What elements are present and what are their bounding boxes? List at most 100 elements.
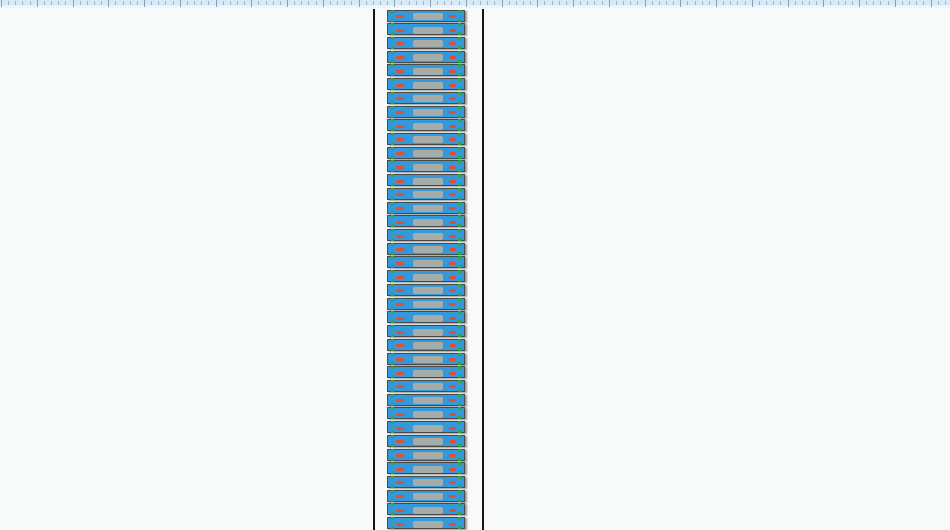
unit-slot — [413, 109, 443, 117]
mounting-screw-icon — [458, 78, 461, 82]
rack-unit[interactable] — [387, 105, 465, 118]
rack-unit[interactable] — [387, 517, 465, 530]
unit-slot — [413, 410, 443, 418]
mounting-screw-icon — [391, 334, 394, 338]
ruler-minor-tick — [208, 1, 210, 5]
ruler-minor-tick — [8, 1, 10, 5]
rack-unit[interactable] — [387, 91, 465, 104]
mounting-screw-icon — [458, 201, 461, 205]
mounting-screw-icon — [391, 59, 394, 63]
rack-unit[interactable] — [387, 256, 465, 269]
rack-unit[interactable] — [387, 23, 465, 36]
rack-unit[interactable] — [387, 421, 465, 434]
rack-unit[interactable] — [387, 338, 465, 351]
ruler-major-tick — [108, 0, 110, 7]
unit-slot — [413, 383, 443, 391]
mounting-screw-icon — [458, 105, 461, 109]
page-boundary-left — [373, 9, 375, 530]
ruler-minor-tick — [551, 1, 553, 5]
ruler-minor-tick — [637, 1, 639, 5]
ruler-minor-tick — [730, 1, 732, 5]
mounting-screw-icon — [391, 320, 394, 324]
rack-unit[interactable] — [387, 297, 465, 310]
ruler-minor-tick — [437, 1, 439, 5]
rack-unit[interactable] — [387, 379, 465, 392]
rack-unit[interactable] — [387, 201, 465, 214]
rack-unit[interactable] — [387, 132, 465, 145]
ruler-minor-tick — [623, 1, 625, 5]
rack-unit[interactable] — [387, 434, 465, 447]
ruler-minor-tick — [708, 1, 710, 5]
rack-unit[interactable] — [387, 270, 465, 283]
rack-unit[interactable] — [387, 475, 465, 488]
rack-unit[interactable] — [387, 36, 465, 49]
mounting-screw-icon — [458, 448, 461, 452]
mounting-screw-icon — [391, 183, 394, 187]
left-led-icon — [396, 481, 404, 485]
mounting-screw-icon — [458, 210, 461, 214]
right-led-icon — [449, 207, 456, 211]
rack-unit[interactable] — [387, 503, 465, 516]
unit-slot — [413, 122, 443, 130]
mounting-screw-icon — [458, 503, 461, 507]
rack-unit[interactable] — [387, 325, 465, 338]
left-led-icon — [396, 344, 404, 348]
mounting-screw-icon — [458, 242, 461, 246]
mounting-screw-icon — [391, 402, 394, 406]
rack-unit[interactable] — [387, 174, 465, 187]
mounting-screw-icon — [458, 297, 461, 301]
ruler-minor-tick — [837, 1, 839, 5]
left-led-icon — [396, 412, 404, 416]
mounting-screw-icon — [391, 457, 394, 461]
rack-unit[interactable] — [387, 489, 465, 502]
ruler-major-tick — [787, 0, 789, 7]
rack-unit[interactable] — [387, 462, 465, 475]
ruler-minor-tick — [229, 1, 231, 5]
ruler-major-tick — [465, 0, 467, 7]
ruler-minor-tick — [737, 1, 739, 5]
ruler-minor-tick — [508, 1, 510, 5]
unit-slot — [413, 438, 443, 446]
horizontal-ruler[interactable] — [0, 0, 950, 8]
rack-unit[interactable] — [387, 146, 465, 159]
ruler-minor-tick — [530, 1, 532, 5]
diagram-canvas[interactable] — [0, 8, 950, 530]
ruler-minor-tick — [651, 1, 653, 5]
unit-slot — [413, 13, 443, 20]
rack-unit[interactable] — [387, 283, 465, 296]
rack-unit[interactable] — [387, 448, 465, 461]
left-led-icon — [396, 399, 404, 403]
ruler-minor-tick — [866, 1, 868, 5]
mounting-screw-icon — [458, 50, 461, 54]
rack-unit[interactable] — [387, 9, 465, 22]
rack-unit[interactable] — [387, 366, 465, 379]
rack-unit[interactable] — [387, 352, 465, 365]
right-led-icon — [449, 234, 456, 238]
rack-unit[interactable] — [387, 229, 465, 242]
ruler-minor-tick — [794, 1, 796, 5]
mounting-screw-icon — [391, 517, 394, 521]
ruler-major-tick — [537, 0, 539, 7]
rack-unit[interactable] — [387, 242, 465, 255]
rack-unit[interactable] — [387, 311, 465, 324]
unit-slot — [413, 287, 443, 295]
right-led-icon — [449, 522, 456, 526]
rack-unit[interactable] — [387, 50, 465, 63]
rack-unit[interactable] — [387, 407, 465, 420]
ruler-minor-tick — [79, 1, 81, 5]
ruler-major-tick — [36, 0, 38, 7]
rack-unit[interactable] — [387, 187, 465, 200]
rack-unit[interactable] — [387, 160, 465, 173]
rack-unit[interactable] — [387, 119, 465, 132]
ruler-minor-tick — [451, 1, 453, 5]
rack-unit[interactable] — [387, 64, 465, 77]
mounting-screw-icon — [391, 256, 394, 260]
right-led-icon — [449, 28, 456, 32]
rack-unit[interactable] — [387, 78, 465, 91]
ruler-minor-tick — [265, 1, 267, 5]
ruler-minor-tick — [408, 1, 410, 5]
ruler-minor-tick — [329, 1, 331, 5]
rack-unit[interactable] — [387, 215, 465, 228]
unit-slot — [413, 314, 443, 322]
rack-unit[interactable] — [387, 393, 465, 406]
